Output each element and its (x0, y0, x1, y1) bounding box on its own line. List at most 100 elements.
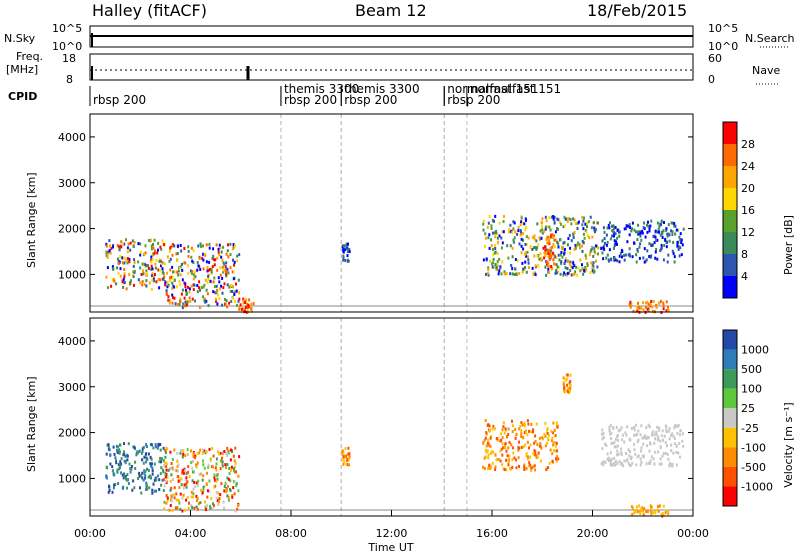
range-cell (186, 453, 189, 457)
range-cell (220, 250, 223, 254)
range-cell (109, 244, 112, 248)
range-cell (116, 470, 119, 474)
range-cell (149, 462, 152, 466)
range-cell (210, 497, 213, 501)
range-cell (665, 309, 668, 313)
range-cell (197, 479, 200, 483)
range-cell (602, 226, 605, 230)
range-cell (602, 460, 605, 464)
range-cell (344, 447, 347, 451)
range-cell (581, 249, 584, 253)
range-cell (202, 459, 204, 463)
range-cell (674, 224, 677, 228)
range-cell (189, 299, 192, 303)
range-cell (484, 232, 487, 236)
range-cell (613, 239, 616, 243)
range-cell (250, 307, 253, 311)
range-cell (641, 231, 644, 235)
range-cell (123, 261, 126, 265)
range-cell (551, 233, 554, 237)
range-cell (662, 452, 665, 455)
range-cell (619, 251, 622, 255)
range-cell (495, 229, 498, 233)
range-cell (495, 458, 498, 462)
range-cell (630, 505, 633, 509)
range-cell (563, 262, 566, 265)
range-cell (185, 498, 188, 502)
range-cell (670, 229, 672, 233)
range-cell (610, 457, 613, 461)
range-cell (633, 241, 636, 245)
range-cell (164, 455, 167, 459)
range-cell (525, 452, 528, 455)
range-cell (611, 224, 614, 228)
colorbar-tick-label: 25 (741, 402, 755, 415)
range-cell (209, 504, 211, 508)
range-cell (236, 303, 238, 307)
nsky-label: N.Sky (4, 32, 36, 45)
range-cell (499, 439, 502, 443)
range-cell (520, 230, 522, 234)
y-tick-label: 3000 (58, 177, 86, 190)
range-cell (139, 486, 141, 490)
range-cell (166, 496, 169, 500)
range-cell (233, 263, 236, 267)
range-cell (550, 233, 553, 237)
range-cell (539, 252, 542, 255)
range-cell (119, 267, 122, 271)
range-cell (227, 243, 229, 247)
range-cell (173, 244, 176, 248)
range-cell (676, 241, 679, 245)
range-cell (546, 241, 549, 245)
range-cell (624, 253, 627, 257)
range-cell (666, 232, 669, 236)
range-cell (168, 508, 171, 512)
range-cell (116, 244, 119, 247)
range-cell (225, 487, 228, 490)
range-cell (586, 263, 589, 267)
range-cell (171, 253, 174, 257)
range-cell (524, 424, 526, 428)
range-cell (210, 268, 213, 272)
range-cell (193, 481, 196, 484)
range-cell (106, 266, 109, 270)
range-cell (579, 269, 582, 273)
range-cell (611, 229, 614, 233)
range-cell (190, 284, 193, 288)
range-cell (597, 246, 600, 250)
range-cell (234, 470, 237, 474)
range-cell (159, 448, 162, 452)
range-cell (620, 447, 623, 451)
range-cell (495, 437, 498, 440)
range-cell (214, 466, 217, 470)
range-cell (602, 463, 605, 467)
range-cell (154, 476, 157, 480)
colorbar-tick-label: 500 (741, 363, 762, 376)
range-cell (559, 272, 562, 276)
range-cell (617, 439, 620, 442)
range-cell (160, 247, 163, 251)
range-cell (118, 466, 121, 470)
range-cell (108, 448, 111, 452)
range-cell (677, 451, 680, 455)
range-cell (176, 259, 179, 263)
range-cell (508, 230, 511, 234)
range-cell (624, 431, 627, 435)
range-cell (511, 446, 514, 450)
range-cell (126, 478, 129, 482)
x-tick-label: 04:00 (175, 527, 207, 540)
range-cell (530, 423, 533, 426)
range-cell (206, 266, 209, 269)
range-cell (217, 247, 220, 251)
range-cell (217, 276, 220, 280)
range-cell (226, 454, 229, 457)
range-cell (513, 273, 516, 276)
colorbar-swatch (723, 369, 737, 389)
range-cell (557, 218, 560, 222)
range-cell (141, 471, 144, 475)
range-cell (187, 249, 190, 253)
range-cell (484, 436, 487, 440)
range-cell (529, 443, 532, 447)
range-cell (196, 507, 199, 511)
